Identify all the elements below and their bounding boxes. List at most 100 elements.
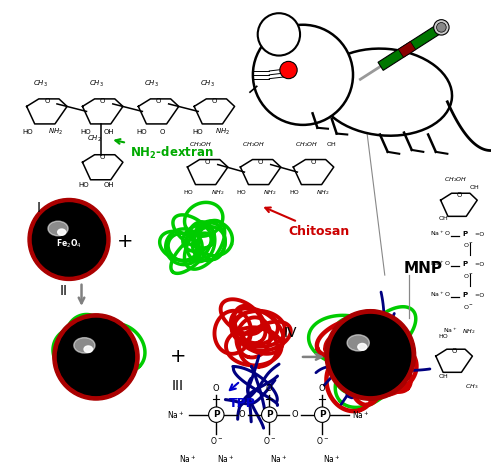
Text: Na$^+$: Na$^+$: [270, 453, 287, 463]
Ellipse shape: [358, 344, 366, 350]
Text: HO: HO: [136, 129, 147, 135]
Text: $NH_2$: $NH_2$: [264, 188, 277, 197]
Circle shape: [262, 407, 277, 422]
Text: O$^-$: O$^-$: [463, 272, 474, 280]
Ellipse shape: [58, 229, 66, 235]
Text: =O: =O: [474, 232, 484, 237]
Text: $CH_3$: $CH_3$: [464, 382, 478, 391]
Polygon shape: [378, 26, 440, 70]
Text: OH: OH: [327, 142, 337, 147]
Text: O: O: [319, 384, 326, 393]
Text: O$^-$: O$^-$: [316, 435, 329, 446]
Circle shape: [258, 13, 300, 56]
Text: O$^-$: O$^-$: [262, 435, 276, 446]
Text: O: O: [239, 410, 246, 419]
Text: Na$^+$: Na$^+$: [167, 409, 184, 420]
Text: $NH_2$: $NH_2$: [210, 188, 224, 197]
Circle shape: [325, 310, 416, 400]
Text: Na$^+$: Na$^+$: [352, 409, 370, 420]
Text: OH: OH: [438, 216, 448, 221]
Text: Na$^+$: Na$^+$: [442, 326, 457, 335]
Circle shape: [436, 23, 446, 32]
Text: O: O: [452, 348, 457, 354]
Text: OH: OH: [104, 129, 115, 135]
Text: $CH_2OH$: $CH_2OH$: [444, 175, 468, 184]
Text: P: P: [463, 292, 468, 298]
Text: OH: OH: [438, 374, 448, 379]
Ellipse shape: [84, 346, 92, 352]
Text: HO: HO: [78, 182, 90, 188]
Text: O: O: [44, 98, 50, 104]
Text: $CH_2OH$: $CH_2OH$: [242, 140, 266, 149]
Polygon shape: [398, 42, 415, 57]
Text: O$^-$: O$^-$: [463, 241, 474, 249]
Text: O: O: [100, 98, 105, 104]
Text: $NH_2$: $NH_2$: [462, 327, 475, 336]
Circle shape: [58, 319, 134, 395]
Text: HO: HO: [192, 129, 203, 135]
Text: $\mathbf{NH_2}$-dextran: $\mathbf{NH_2}$-dextran: [116, 139, 213, 161]
Text: Fe$_2$O$_4$: Fe$_2$O$_4$: [56, 237, 82, 250]
Text: Na$^+$: Na$^+$: [178, 453, 196, 463]
Text: $CH_2OH$: $CH_2OH$: [190, 140, 213, 149]
Text: $NH_2$: $NH_2$: [216, 126, 230, 137]
Text: $CH_2$: $CH_2$: [88, 134, 102, 144]
Text: O$^-$: O$^-$: [210, 435, 223, 446]
Text: $CH_3$: $CH_3$: [88, 78, 104, 88]
Text: HO: HO: [80, 129, 91, 135]
Text: $CH_3$: $CH_3$: [200, 78, 215, 88]
Text: MNP: MNP: [404, 261, 443, 276]
Text: P: P: [213, 410, 220, 419]
Text: O: O: [258, 158, 264, 164]
Text: P: P: [319, 410, 326, 419]
Text: III: III: [172, 379, 184, 393]
Circle shape: [32, 203, 106, 276]
Text: Chitosan: Chitosan: [266, 207, 350, 238]
Ellipse shape: [48, 221, 68, 236]
Text: Na$^+$O: Na$^+$O: [430, 290, 450, 299]
Text: HO: HO: [438, 334, 448, 338]
Text: HO: HO: [236, 190, 246, 195]
Text: OH: OH: [104, 182, 115, 188]
Text: TPP: TPP: [229, 397, 256, 410]
Text: +: +: [170, 347, 186, 366]
Text: II: II: [60, 284, 68, 298]
Text: O: O: [100, 154, 105, 160]
Text: HO: HO: [184, 190, 194, 195]
Circle shape: [28, 199, 110, 281]
Circle shape: [280, 61, 297, 79]
Text: $NH_2$: $NH_2$: [316, 188, 330, 197]
Text: $NH_2$: $NH_2$: [48, 126, 63, 137]
Text: OH: OH: [470, 185, 480, 190]
Text: O: O: [292, 410, 298, 419]
Text: $CH_3$: $CH_3$: [144, 78, 160, 88]
Text: $CH_3$: $CH_3$: [32, 78, 48, 88]
Text: HO: HO: [290, 190, 299, 195]
Circle shape: [53, 314, 139, 400]
Text: I: I: [36, 201, 40, 215]
Text: HO: HO: [23, 129, 34, 135]
Text: Na$^+$: Na$^+$: [217, 453, 234, 463]
Text: O: O: [213, 384, 220, 393]
Circle shape: [208, 407, 224, 422]
Text: O: O: [160, 129, 165, 135]
Ellipse shape: [347, 335, 370, 351]
Circle shape: [314, 407, 330, 422]
Text: O: O: [205, 158, 210, 164]
Text: Na$^+$: Na$^+$: [323, 453, 340, 463]
Text: O$^-$: O$^-$: [463, 303, 474, 311]
Text: IV: IV: [284, 326, 297, 340]
Text: =O: =O: [474, 263, 484, 268]
Text: O: O: [456, 192, 462, 198]
Text: $CH_2OH$: $CH_2OH$: [295, 140, 318, 149]
Text: O: O: [311, 158, 316, 164]
Text: +: +: [116, 232, 133, 251]
Text: P: P: [463, 262, 468, 268]
Text: O: O: [156, 98, 161, 104]
Text: O: O: [266, 384, 272, 393]
Circle shape: [253, 25, 353, 125]
Circle shape: [434, 19, 449, 35]
Text: Na$^+$O: Na$^+$O: [430, 229, 450, 238]
Text: O: O: [212, 98, 217, 104]
Text: Na$^+$O: Na$^+$O: [430, 260, 450, 269]
